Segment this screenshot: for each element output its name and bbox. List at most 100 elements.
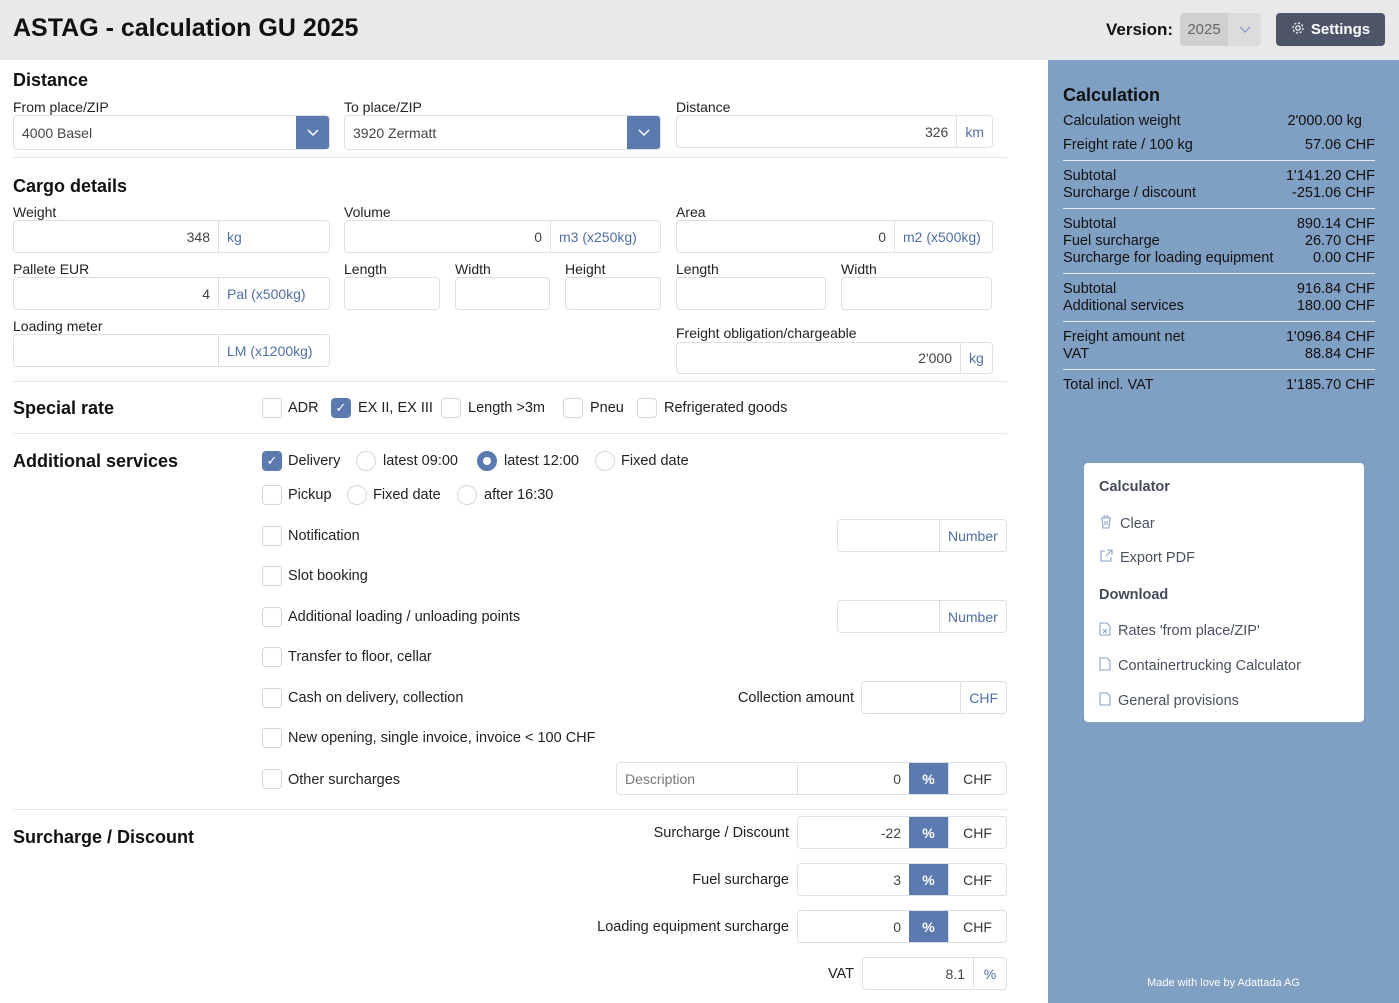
calc-value: 916.84 CHF [1296, 281, 1375, 297]
settings-button[interactable]: Settings [1276, 13, 1385, 46]
fuel-surcharge-input[interactable] [798, 864, 909, 895]
download-heading: Download [1099, 587, 1169, 603]
version-label: Version: [1106, 20, 1174, 39]
page-title: ASTAG - calculation GU 2025 [13, 14, 359, 42]
containertrucking-link[interactable]: Containertrucking Calculator [1099, 657, 1301, 675]
pickup-checkbox[interactable] [262, 485, 282, 505]
clear-link[interactable]: Clear [1099, 514, 1155, 533]
calculator-heading: Calculator [1099, 479, 1170, 495]
rates-link[interactable]: Rates 'from place/ZIP' [1099, 622, 1260, 640]
latest-1200-radio[interactable] [477, 451, 497, 471]
divider [1063, 160, 1375, 161]
notification-number-field[interactable]: Number [837, 519, 1007, 552]
pickup-fixed-date-radio[interactable] [347, 485, 367, 505]
new-opening-checkbox[interactable] [262, 728, 282, 748]
additional-points-checkbox[interactable] [262, 607, 282, 627]
export-pdf-link[interactable]: Export PDF [1099, 549, 1195, 567]
divider [1063, 208, 1375, 209]
latest-0900-label: latest 09:00 [383, 453, 458, 469]
length-checkbox[interactable] [441, 398, 461, 418]
collection-amount-field[interactable]: CHF [861, 681, 1007, 714]
additional-points-number-field[interactable]: Number [837, 600, 1007, 633]
area-length-input[interactable] [676, 277, 826, 310]
fuel-surcharge-field[interactable]: % CHF [797, 863, 1007, 896]
latest-0900-radio[interactable] [356, 451, 376, 471]
transfer-checkbox[interactable] [262, 647, 282, 667]
description-input[interactable] [617, 763, 798, 794]
loading-meter-unit: LM (x1200kg) [218, 335, 329, 366]
pallet-input[interactable] [14, 278, 218, 309]
adr-checkbox[interactable] [262, 398, 282, 418]
calc-value: 890.14 CHF [1296, 216, 1375, 232]
calc-label: Subtotal [1063, 216, 1117, 232]
weight-input[interactable] [14, 221, 218, 252]
pallet-field[interactable]: Pal (x500kg) [13, 277, 330, 310]
length-input[interactable] [344, 277, 440, 310]
after-1630-radio[interactable] [457, 485, 477, 505]
width-label: Width [455, 261, 491, 277]
height-input[interactable] [565, 277, 661, 310]
chevron-down-icon[interactable] [296, 116, 329, 149]
version-select[interactable]: 2025 [1180, 13, 1261, 46]
chf-toggle[interactable]: CHF [948, 864, 1006, 895]
calculation-row: Subtotal 890.14 CHF [1063, 216, 1375, 232]
loading-equipment-input[interactable] [798, 911, 909, 942]
general-provisions-link[interactable]: General provisions [1099, 692, 1239, 710]
calc-value: 57.06 CHF [1304, 137, 1375, 153]
area-width-input[interactable] [841, 277, 992, 310]
calc-label: Subtotal [1063, 281, 1117, 297]
vat-input[interactable] [863, 958, 973, 989]
slot-booking-checkbox[interactable] [262, 566, 282, 586]
calc-value: 1'096.84 CHF [1285, 329, 1375, 345]
area-field[interactable]: m2 (x500kg) [676, 220, 993, 253]
area-input[interactable] [677, 221, 894, 252]
chf-toggle[interactable]: CHF [948, 817, 1006, 848]
volume-input[interactable] [345, 221, 550, 252]
fuel-surcharge-label: Fuel surcharge [692, 872, 789, 888]
percent-toggle[interactable]: % [909, 911, 948, 942]
vat-field[interactable]: % [862, 957, 1007, 990]
notification-number-input[interactable] [838, 520, 939, 551]
surcharge-discount-field[interactable]: % CHF [797, 816, 1007, 849]
to-select[interactable] [344, 115, 661, 150]
percent-toggle[interactable]: % [909, 763, 948, 794]
to-input[interactable] [345, 116, 627, 149]
pneu-checkbox[interactable] [563, 398, 583, 418]
chf-toggle[interactable]: CHF [948, 911, 1006, 942]
percent-toggle[interactable]: % [909, 817, 948, 848]
additional-points-number-input[interactable] [838, 601, 939, 632]
other-value-input[interactable] [798, 763, 909, 794]
loading-meter-field[interactable]: LM (x1200kg) [13, 334, 330, 367]
special-rate-heading: Special rate [13, 398, 115, 418]
after-1630-label: after 16:30 [484, 487, 554, 503]
weight-field[interactable]: kg [13, 220, 330, 253]
delivery-fixed-date-label: Fixed date [621, 453, 689, 469]
delivery-fixed-date-radio[interactable] [595, 451, 615, 471]
loading-meter-input[interactable] [14, 335, 218, 366]
check-icon: ✓ [266, 453, 278, 468]
chf-toggle[interactable]: CHF [948, 763, 1006, 794]
calculation-row: Fuel surcharge 26.70 CHF [1063, 233, 1375, 249]
cod-checkbox[interactable] [262, 688, 282, 708]
other-surcharges-field[interactable]: % CHF [616, 762, 1007, 795]
other-surcharges-checkbox[interactable] [262, 769, 282, 789]
calc-label: VAT [1063, 346, 1090, 362]
from-input[interactable] [14, 116, 296, 149]
delivery-label: Delivery [288, 453, 341, 469]
chevron-down-icon[interactable] [627, 116, 660, 149]
delivery-checkbox[interactable]: ✓ [262, 451, 282, 471]
notification-checkbox[interactable] [262, 526, 282, 546]
loading-equipment-field[interactable]: % CHF [797, 910, 1007, 943]
surcharge-discount-input[interactable] [798, 817, 909, 848]
pallet-label: Pallete EUR [13, 261, 90, 277]
freight-value [677, 343, 960, 373]
refrigerated-checkbox[interactable] [637, 398, 657, 418]
calc-value: 1'141.20 CHF [1285, 168, 1375, 184]
gear-icon [1291, 21, 1305, 39]
collection-amount-input[interactable] [862, 682, 961, 713]
from-select[interactable] [13, 115, 330, 150]
width-input[interactable] [455, 277, 550, 310]
volume-field[interactable]: m3 (x250kg) [344, 220, 661, 253]
percent-toggle[interactable]: % [909, 864, 948, 895]
ex-checkbox[interactable]: ✓ [331, 398, 351, 418]
